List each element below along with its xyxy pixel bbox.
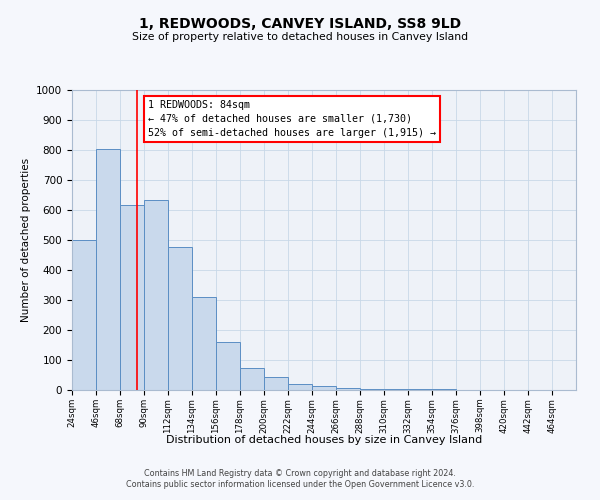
Text: Contains HM Land Registry data © Crown copyright and database right 2024.: Contains HM Land Registry data © Crown c…	[144, 468, 456, 477]
Text: 1 REDWOODS: 84sqm
← 47% of detached houses are smaller (1,730)
52% of semi-detac: 1 REDWOODS: 84sqm ← 47% of detached hous…	[148, 100, 436, 138]
Bar	[168, 246, 192, 390]
Bar	[72, 240, 96, 390]
Text: Contains public sector information licensed under the Open Government Licence v3: Contains public sector information licen…	[126, 480, 474, 489]
Bar	[312, 386, 336, 390]
Text: 1, REDWOODS, CANVEY ISLAND, SS8 9LD: 1, REDWOODS, CANVEY ISLAND, SS8 9LD	[139, 18, 461, 32]
Text: Distribution of detached houses by size in Canvey Island: Distribution of detached houses by size …	[166, 435, 482, 445]
Bar	[264, 376, 288, 390]
Bar	[144, 200, 168, 390]
Bar	[408, 389, 432, 390]
Bar	[384, 388, 408, 390]
Bar	[216, 342, 240, 390]
Text: Size of property relative to detached houses in Canvey Island: Size of property relative to detached ho…	[132, 32, 468, 42]
Y-axis label: Number of detached properties: Number of detached properties	[20, 158, 31, 322]
Bar	[96, 148, 120, 390]
Bar	[288, 384, 312, 390]
Bar	[120, 204, 144, 390]
Bar	[360, 388, 384, 390]
Bar	[336, 388, 360, 390]
Bar	[240, 368, 264, 390]
Bar	[192, 297, 216, 390]
